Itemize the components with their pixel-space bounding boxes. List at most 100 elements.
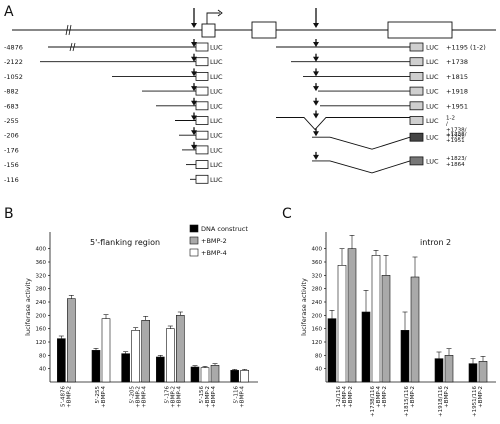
- x-tick-label-line: +BMP-4: [376, 386, 382, 408]
- x-tick-label-line: +BMP-4: [101, 386, 107, 408]
- left-construct-label: -176: [4, 146, 19, 154]
- left-construct-arrow-head: [191, 144, 197, 150]
- x-tick-label-line: 5'-176: [164, 386, 170, 404]
- right-construct-arrow-head: [313, 113, 319, 119]
- y-tick-label: 120: [36, 340, 47, 346]
- bar: [381, 275, 391, 383]
- luc-box: [409, 57, 424, 67]
- bar: [410, 276, 420, 383]
- x-tick-label-line: +BMP-4: [211, 386, 217, 408]
- bar: [141, 320, 150, 383]
- panel-b-letter: B: [4, 206, 14, 222]
- bar: [327, 318, 337, 383]
- x-tick-label-line: +BMP-4: [142, 386, 148, 408]
- bar: [371, 255, 381, 383]
- left-constructs: -4876 LUC -2122 LUC -1052 LUC -882 LUC -683 LUC -2…: [4, 39, 223, 184]
- splice-junction-line: [329, 160, 411, 174]
- luc-label: LUC: [426, 58, 439, 66]
- y-tick-label: 240: [312, 300, 323, 306]
- x-tick-label-line: +BMP-2: [444, 386, 450, 408]
- bar: [347, 248, 357, 383]
- left-construct-arrow-head: [191, 86, 197, 92]
- x-tick-label: +1918/116+BMP-2: [438, 386, 450, 417]
- y-axis-label: luciferase activity: [300, 278, 308, 336]
- left-construct-label: -2122: [4, 58, 23, 66]
- bar: [478, 361, 488, 383]
- luc-box: [195, 42, 209, 52]
- luc-label: LUC: [426, 44, 439, 52]
- left-construct-arrow-head: [191, 56, 197, 62]
- luc-label: LUC: [210, 58, 223, 66]
- luc-box: [409, 156, 424, 166]
- right-construct-label-line: +1823/: [446, 156, 467, 162]
- luc-label: LUC: [210, 117, 223, 125]
- bar: [210, 365, 220, 383]
- bar: [176, 315, 185, 383]
- x-tick-label-line: 1-2/116: [336, 386, 342, 408]
- x-tick-label-line: 5'-116: [234, 386, 240, 404]
- left-construct-label: -4876: [4, 44, 23, 52]
- bar: [91, 350, 101, 383]
- legend-swatch: [189, 248, 199, 257]
- right-construct-arrow-head: [313, 154, 319, 160]
- y-tick-label: 360: [312, 260, 323, 266]
- left-construct-arrow-head: [191, 71, 197, 77]
- splice-junction-line: [329, 136, 411, 150]
- legend-label: +BMP-2: [201, 237, 227, 245]
- x-tick-label: 1-2/116+BMP-4+BMP-2: [336, 386, 354, 408]
- spliced-construct-line: [276, 117, 410, 131]
- y-tick-label: 400: [36, 247, 47, 253]
- luc-label: LUC: [426, 102, 439, 110]
- luc-box: [195, 160, 209, 170]
- luc-box: [409, 72, 424, 81]
- right-construct-arrow-head: [313, 86, 319, 92]
- right-construct-label-line: +1951: [446, 134, 465, 140]
- chart-b: 40 80 120 160 200 240 280 320 360 400 luciferase a…: [24, 224, 258, 408]
- exon-1-box: [201, 23, 216, 38]
- x-tick-label: 5'-176+BMP-2+BMP-4: [164, 386, 182, 408]
- chart-annotation: 5'-flanking region: [90, 238, 160, 247]
- right-construct-label-line: +1738/: [446, 132, 467, 138]
- left-construct-label: -882: [4, 88, 19, 96]
- left-construct-label: -255: [4, 117, 19, 125]
- luc-label: LUC: [210, 176, 223, 184]
- bar: [337, 265, 347, 383]
- left-construct-arrow-head: [191, 42, 197, 47]
- x-tick-label-line: 5'-255: [95, 386, 101, 404]
- bar: [434, 358, 444, 383]
- left-construct-arrow-head: [191, 130, 197, 136]
- chart-annotation: intron 2: [420, 238, 451, 247]
- luc-box: [195, 86, 209, 96]
- x-tick-label-line: +BMP-4: [342, 386, 348, 408]
- bar: [200, 367, 210, 383]
- x-tick-label-line: +BMP-4: [240, 386, 246, 408]
- x-tick-label-line: 5'-205: [130, 386, 136, 404]
- right-construct-arrow-head: [313, 131, 319, 137]
- luc-label: LUC: [426, 157, 439, 165]
- right-construct-arrow-head: [313, 42, 319, 47]
- right-construct-arrow-head: [313, 71, 319, 77]
- y-tick-label: 280: [312, 287, 323, 293]
- x-tick-label-line: +BMP-4: [176, 386, 182, 408]
- luc-box: [409, 132, 424, 142]
- luc-box: [409, 116, 424, 125]
- x-tick-label-line: +1815/116: [404, 386, 410, 417]
- y-axis-label: luciferase activity: [24, 278, 32, 336]
- y-tick-label: 240: [36, 300, 47, 306]
- right-construct-label-line: +1951: [446, 138, 465, 144]
- bar: [166, 328, 175, 383]
- bar: [67, 298, 76, 383]
- right-construct-label-line: /: [446, 122, 448, 128]
- x-tick-label-line: +1918/116: [438, 386, 444, 417]
- y-tick-label: 200: [312, 313, 323, 319]
- y-tick-label: 40: [315, 367, 322, 373]
- luc-label: LUC: [210, 44, 223, 52]
- y-tick-label: 80: [39, 353, 46, 359]
- gene-map: [12, 9, 496, 39]
- luc-label: LUC: [210, 132, 223, 140]
- x-tick-label-line: +BMP-2: [66, 386, 72, 408]
- right-construct-label: +1918: [446, 88, 468, 96]
- bar: [468, 363, 478, 383]
- gene-arrow-promoter-head: [191, 23, 197, 28]
- legend-swatch: [189, 236, 199, 245]
